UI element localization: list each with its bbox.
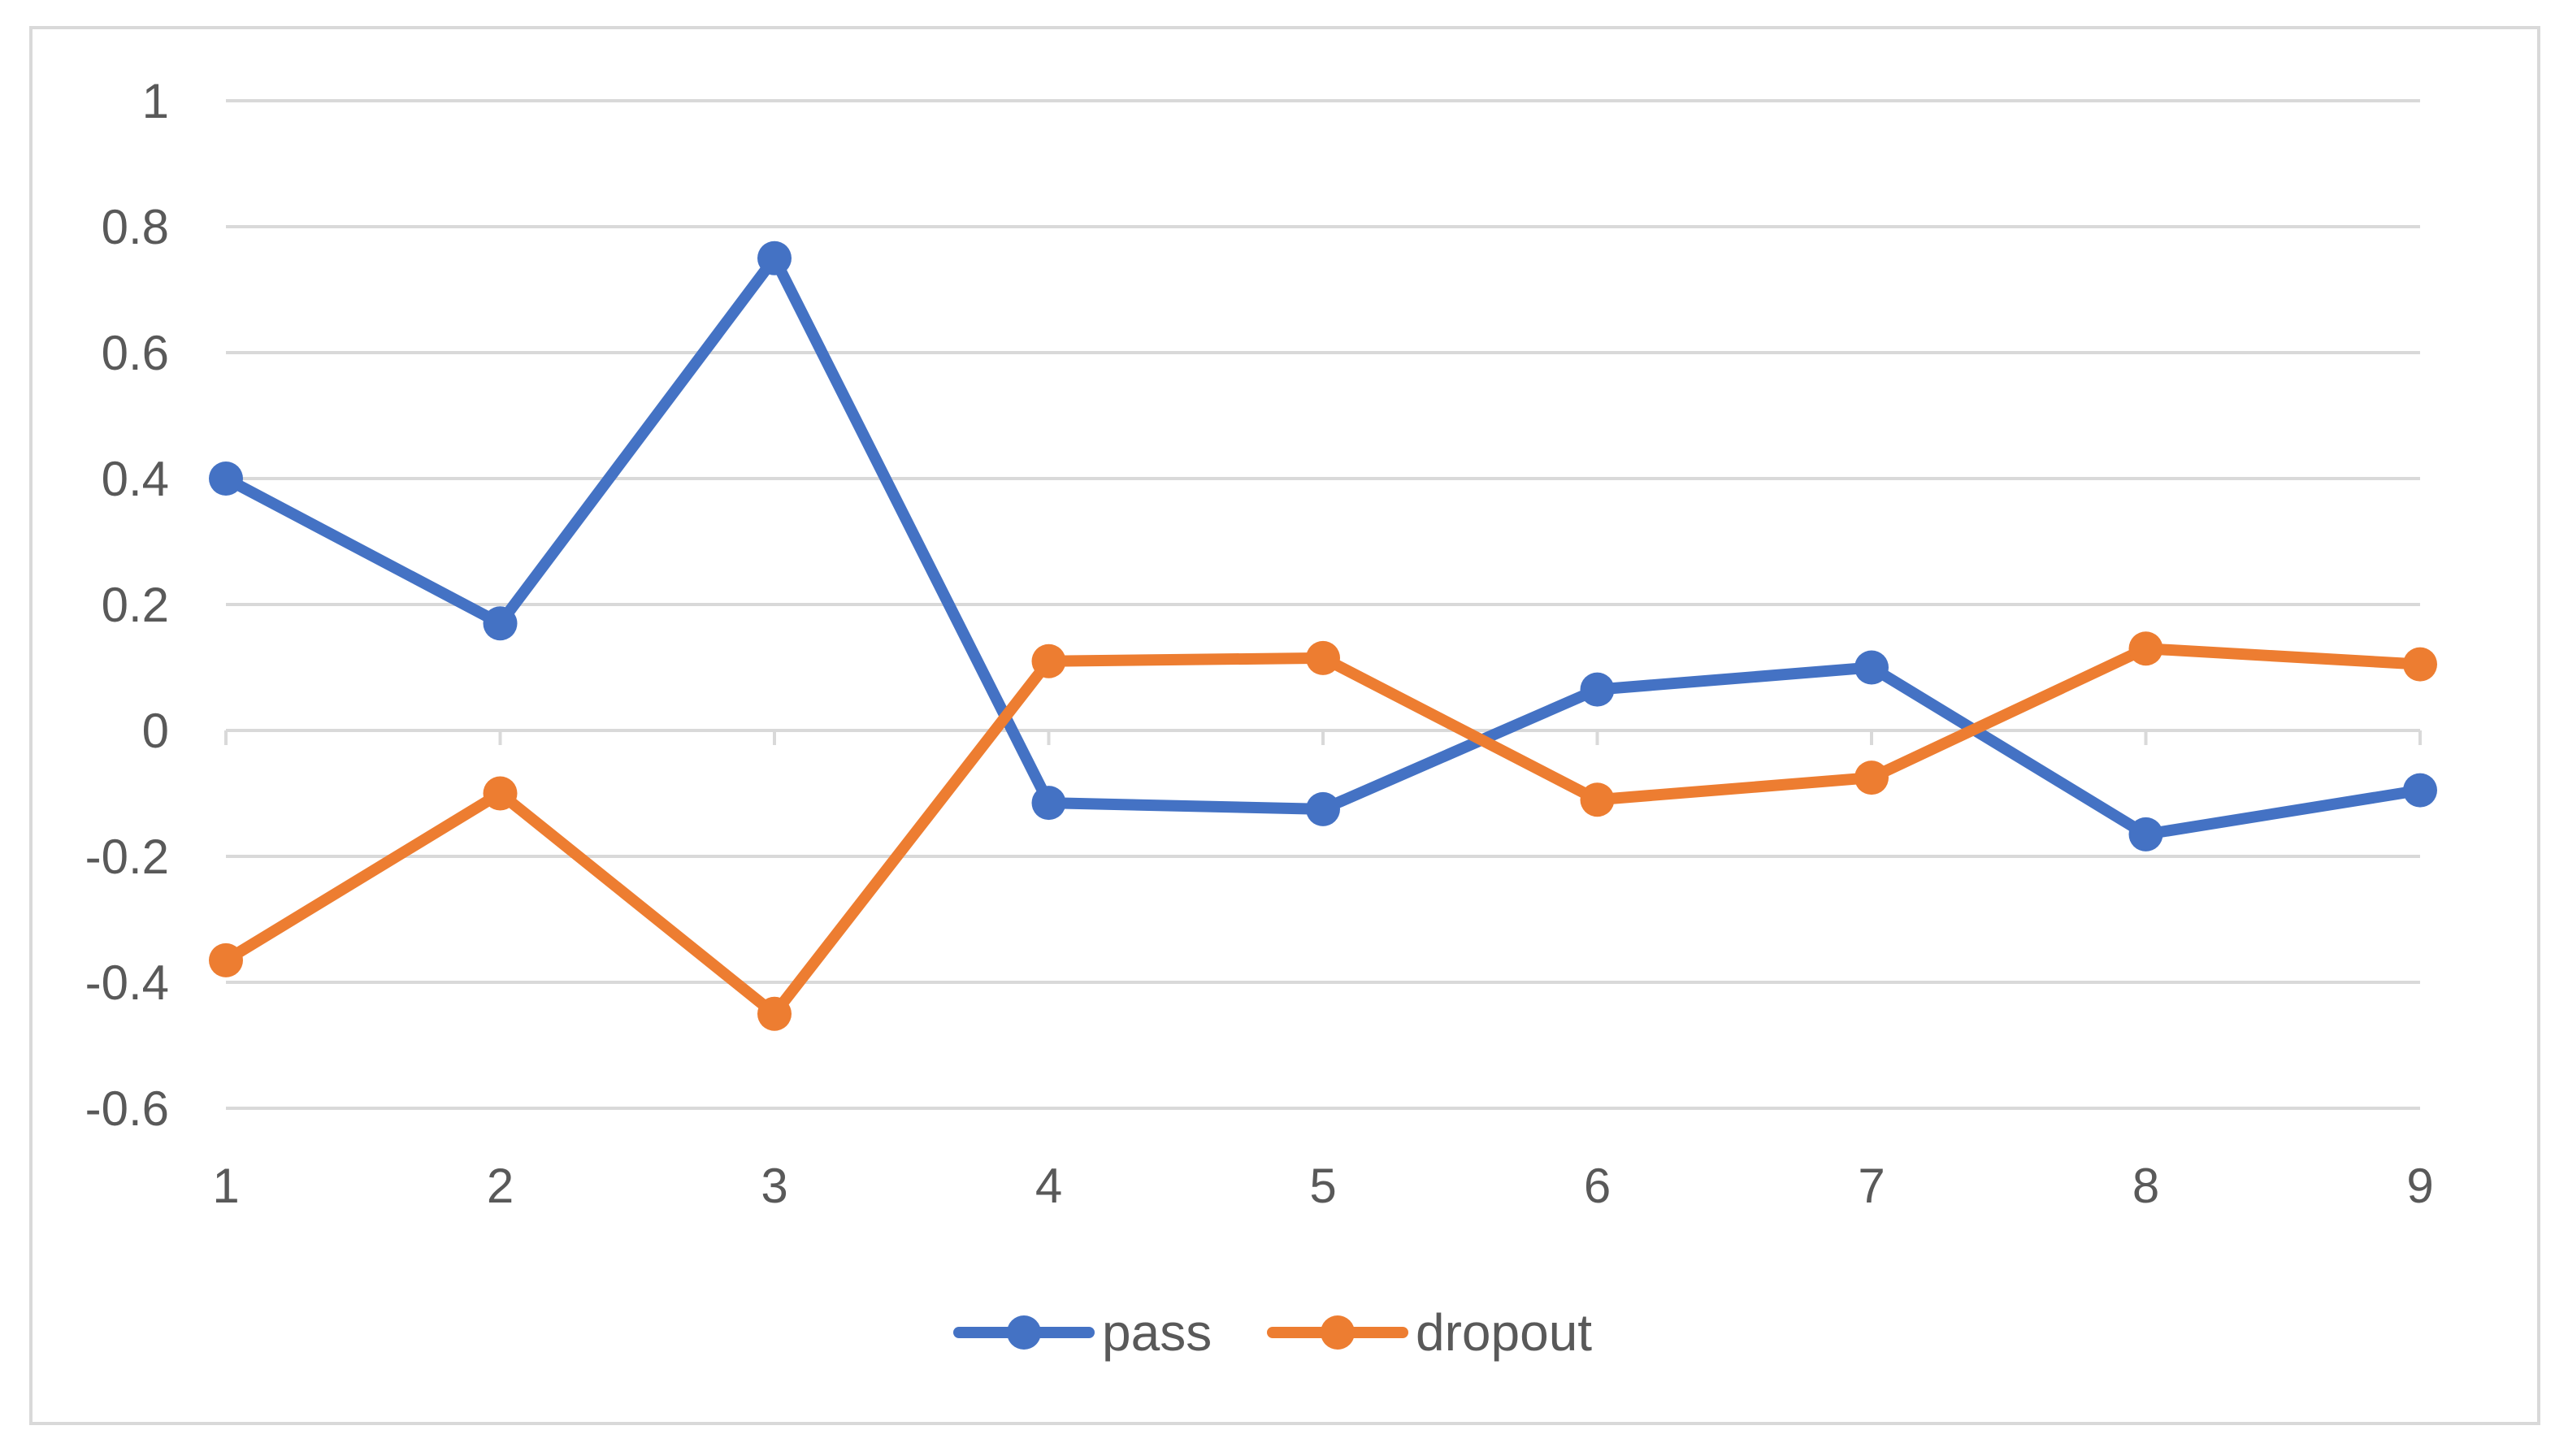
data-point-dropout <box>209 942 243 977</box>
x-tick-label: 2 <box>487 1159 514 1213</box>
x-tick-label: 5 <box>1309 1159 1336 1213</box>
y-tick-label: -0.2 <box>85 830 169 884</box>
data-point-pass <box>1306 791 1340 826</box>
data-point-dropout <box>2403 647 2437 682</box>
data-point-dropout <box>2128 631 2163 666</box>
data-point-dropout <box>1031 644 1066 678</box>
data-point-pass <box>2128 817 2163 852</box>
x-tick-label: 7 <box>1858 1159 1885 1213</box>
data-point-dropout <box>757 996 792 1031</box>
data-point-dropout <box>483 776 518 811</box>
data-point-dropout <box>1580 782 1615 817</box>
y-tick-label: 0 <box>142 704 169 758</box>
data-point-pass <box>1031 786 1066 821</box>
data-point-pass <box>209 462 243 496</box>
x-tick-label: 8 <box>2132 1159 2159 1213</box>
x-tick-label: 1 <box>212 1159 239 1213</box>
legend-label-dropout: dropout <box>1416 1303 1592 1362</box>
series-lines <box>209 240 2437 1031</box>
y-tick-label: -0.6 <box>85 1081 169 1136</box>
data-point-dropout <box>1854 760 1889 795</box>
x-axis <box>224 729 2422 745</box>
legend: pass dropout <box>953 1303 1592 1362</box>
y-tick-label: 1 <box>142 74 169 128</box>
data-point-dropout <box>1306 640 1340 675</box>
x-tick-label: 4 <box>1035 1159 1062 1213</box>
series-line-pass <box>220 252 2426 840</box>
series-line-dropout <box>220 643 2426 1020</box>
chart-area <box>29 26 2540 1425</box>
x-tick-label: 6 <box>1584 1159 1611 1213</box>
x-axis-tick-labels: 1 2 3 4 5 6 7 8 9 <box>212 1159 2433 1213</box>
x-tick-label: 9 <box>2406 1159 2433 1213</box>
x-tick-label: 3 <box>761 1159 787 1213</box>
data-point-pass <box>1580 672 1615 707</box>
y-tick-label: 0.4 <box>102 452 169 506</box>
legend-marker-pass <box>1007 1315 1041 1350</box>
y-tick-label: -0.4 <box>85 956 169 1010</box>
y-tick-label: 0.6 <box>102 326 169 380</box>
y-tick-label: 0.2 <box>102 578 169 632</box>
data-point-pass <box>2403 773 2437 808</box>
gridlines <box>226 99 2420 1110</box>
legend-marker-dropout <box>1321 1315 1355 1350</box>
data-point-pass <box>757 240 792 275</box>
data-point-pass <box>1854 650 1889 685</box>
legend-label-pass: pass <box>1102 1303 1212 1362</box>
y-axis-tick-labels: 1 0.8 0.6 0.4 0.2 0 -0.2 -0.4 -0.6 <box>85 74 169 1136</box>
data-point-pass <box>483 606 518 641</box>
y-tick-label: 0.8 <box>102 200 169 254</box>
